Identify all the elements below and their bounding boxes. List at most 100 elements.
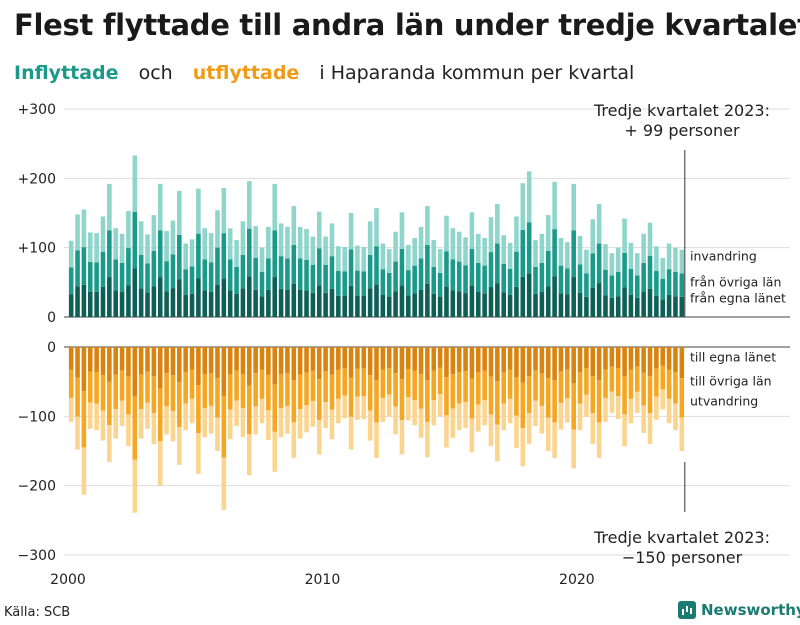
outflow-bar-other xyxy=(291,380,297,423)
inflow-bar-own xyxy=(673,296,678,317)
inflow-bar-imm xyxy=(348,213,354,250)
inflow-bar-other xyxy=(628,268,634,295)
inflow-bar-imm xyxy=(533,240,538,267)
inflow-bar-other xyxy=(641,262,646,293)
outflow-bar-own xyxy=(234,347,239,371)
inflow-bar-other xyxy=(81,247,87,285)
inflow-bar-own xyxy=(361,295,367,317)
outflow-bar-other xyxy=(221,395,227,458)
outflow-bar-own xyxy=(533,347,538,371)
outflow-bar-other xyxy=(336,369,341,399)
y-tick-lower: −300 xyxy=(18,548,56,564)
outflow-bar-emi xyxy=(342,395,347,419)
outflow-bar-other xyxy=(622,376,627,415)
outflow-bar-other xyxy=(297,374,303,410)
inflow-bar-imm xyxy=(654,246,659,272)
inflow-bar-other xyxy=(622,253,627,288)
outflow-segment-label: utvandring xyxy=(690,393,758,408)
inflow-bar-own xyxy=(202,290,208,317)
outflow-bar-own xyxy=(577,347,583,372)
outflow-bar-other xyxy=(558,371,564,404)
outflow-bar-own xyxy=(539,347,545,373)
inflow-bar-own xyxy=(107,277,112,317)
inflow-bar-imm xyxy=(545,215,551,251)
y-tick-lower: −100 xyxy=(18,409,56,425)
outflow-bar-emi xyxy=(495,424,500,462)
inflow-bar-own xyxy=(679,296,685,317)
outflow-bar-other xyxy=(571,383,576,430)
inflow-bar-imm xyxy=(336,246,341,272)
outflow-bar-emi xyxy=(475,404,481,432)
outflow-bar-other xyxy=(380,369,386,398)
inflow-bar-own xyxy=(386,296,392,317)
inflow-bar-own xyxy=(654,295,659,317)
outflow-bar-emi xyxy=(164,406,169,435)
inflow-bar-other xyxy=(488,252,494,288)
outflow-bar-emi xyxy=(266,410,271,440)
inflow-bar-other xyxy=(164,261,169,292)
outflow-bar-emi xyxy=(221,457,227,510)
inflow-bar-other xyxy=(316,248,322,286)
outflow-bar-other xyxy=(329,374,335,410)
outflow-bar-emi xyxy=(577,403,583,431)
inflow-bar-own xyxy=(189,293,195,317)
outflow-bar-emi xyxy=(189,398,195,424)
outflow-bar-own xyxy=(666,347,672,370)
inflow-bar-own xyxy=(418,289,424,317)
inflow-bar-imm xyxy=(240,221,246,255)
outflow-bar-other xyxy=(552,380,557,423)
x-tick: 2020 xyxy=(559,572,595,588)
outflow-bar-other xyxy=(565,369,570,399)
inflow-bar-imm xyxy=(215,210,220,248)
inflow-bar-imm xyxy=(666,243,672,270)
outflow-bar-emi xyxy=(100,410,106,441)
outflow-bar-other xyxy=(68,369,74,398)
inflow-bar-other xyxy=(666,269,672,295)
inflow-bar-other xyxy=(87,262,93,292)
outflow-bar-emi xyxy=(545,417,551,451)
inflow-bar-imm xyxy=(208,233,214,263)
outflow-bar-other xyxy=(107,381,112,426)
inflow-bar-own xyxy=(113,290,118,317)
outflow-bar-own xyxy=(545,347,551,379)
inflow-bar-other xyxy=(654,271,659,296)
inflow-bar-other xyxy=(437,272,443,297)
inflow-bar-imm xyxy=(425,206,430,245)
inflow-bar-other xyxy=(342,271,347,296)
inflow-bar-own xyxy=(609,297,615,317)
inflow-bar-own xyxy=(437,296,443,317)
inflow-bar-imm xyxy=(145,234,150,264)
inflow-bar-own xyxy=(285,289,290,317)
outflow-bar-own xyxy=(316,347,322,380)
inflow-bar-other xyxy=(431,266,437,294)
inflow-bar-own xyxy=(666,294,672,317)
outflow-bar-own xyxy=(444,347,449,378)
inflow-bar-other xyxy=(367,254,373,289)
outflow-bar-own xyxy=(488,347,494,377)
inflow-bar-own xyxy=(336,295,341,317)
outflow-bar-other xyxy=(654,368,659,397)
outflow-bar-emi xyxy=(361,396,367,420)
inflow-bar-own xyxy=(526,273,532,317)
subtitle-utflyttade: utflyttade xyxy=(192,62,300,84)
inflow-bar-other xyxy=(393,261,398,292)
outflow-bar-other xyxy=(157,388,163,442)
outflow-bar-other xyxy=(488,376,494,415)
outflow-bar-other xyxy=(183,371,188,404)
outflow-bar-emi xyxy=(635,391,640,413)
outflow-bar-emi xyxy=(469,418,475,453)
outflow-bar-own xyxy=(571,347,576,384)
outflow-bar-emi xyxy=(87,402,93,429)
x-tick: 2000 xyxy=(50,572,86,588)
inflow-bar-own xyxy=(520,276,526,317)
inflow-bar-other xyxy=(266,258,271,290)
inflow-bar-own xyxy=(348,285,354,317)
outflow-bar-other xyxy=(285,373,290,406)
inflow-bar-imm xyxy=(304,228,309,260)
inflow-bar-own xyxy=(571,277,576,317)
outflow-bar-other xyxy=(151,376,157,414)
outflow-bar-own xyxy=(94,347,99,372)
outflow-bar-emi xyxy=(355,396,360,420)
outflow-bar-emi xyxy=(418,408,424,438)
inflow-bar-imm xyxy=(329,223,335,257)
